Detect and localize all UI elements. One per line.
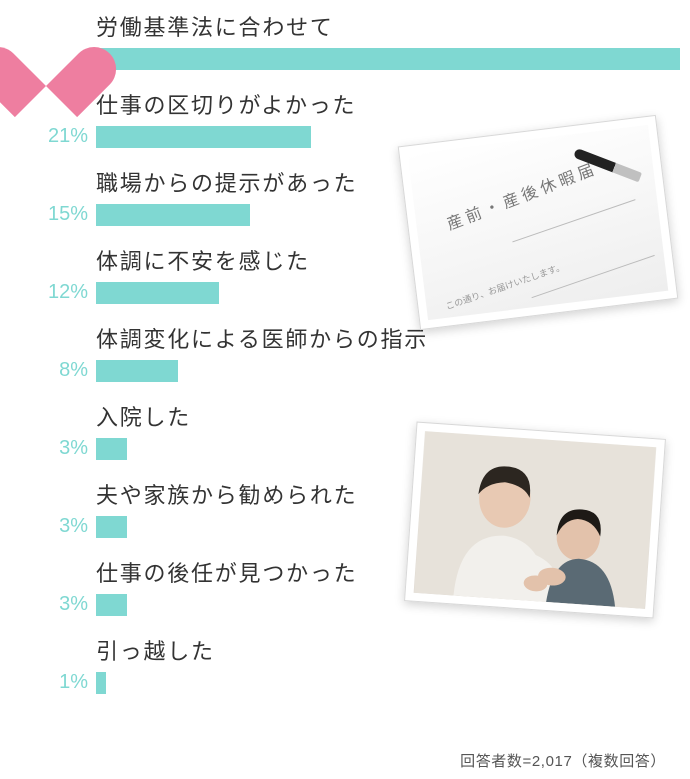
bar-percent: 3% — [24, 437, 88, 460]
bar-fill — [96, 282, 219, 304]
bar-fill — [96, 594, 127, 616]
heart-badge-text: 57% — [4, 38, 88, 64]
decorative-photo-form: 産前・産後休暇届 この通り、お届けいたします。 — [398, 115, 679, 330]
bar-percent: 15% — [24, 203, 88, 226]
bar-percent: 3% — [24, 593, 88, 616]
bar-row: 体調変化による医師からの指示 8% — [0, 322, 680, 382]
heart-badge: 57% — [4, 18, 88, 92]
respondent-count: 回答者数=2,017（複数回答） — [460, 750, 666, 771]
bar-fill — [96, 360, 178, 382]
bar-label: 仕事の区切りがよかった — [96, 88, 680, 120]
bar-fill — [96, 48, 680, 70]
bar-label: 入院した — [96, 400, 680, 432]
bar-fill — [96, 438, 127, 460]
bar-label: 労働基準法に合わせて — [96, 10, 680, 42]
decorative-photo-couple — [404, 421, 666, 618]
bar-fill — [96, 126, 311, 148]
bar-percent: 8% — [24, 359, 88, 382]
bar-label: 引っ越した — [96, 634, 680, 666]
bar-fill — [96, 672, 106, 694]
bar-percent: 1% — [24, 671, 88, 694]
bar-fill — [96, 204, 250, 226]
bar-row: 引っ越した 1% — [0, 634, 680, 694]
bar-percent: 21% — [24, 125, 88, 148]
bar-percent: 3% — [24, 515, 88, 538]
bar-fill — [96, 516, 127, 538]
bar-label: 体調変化による医師からの指示 — [96, 322, 680, 354]
bar-percent: 12% — [24, 281, 88, 304]
